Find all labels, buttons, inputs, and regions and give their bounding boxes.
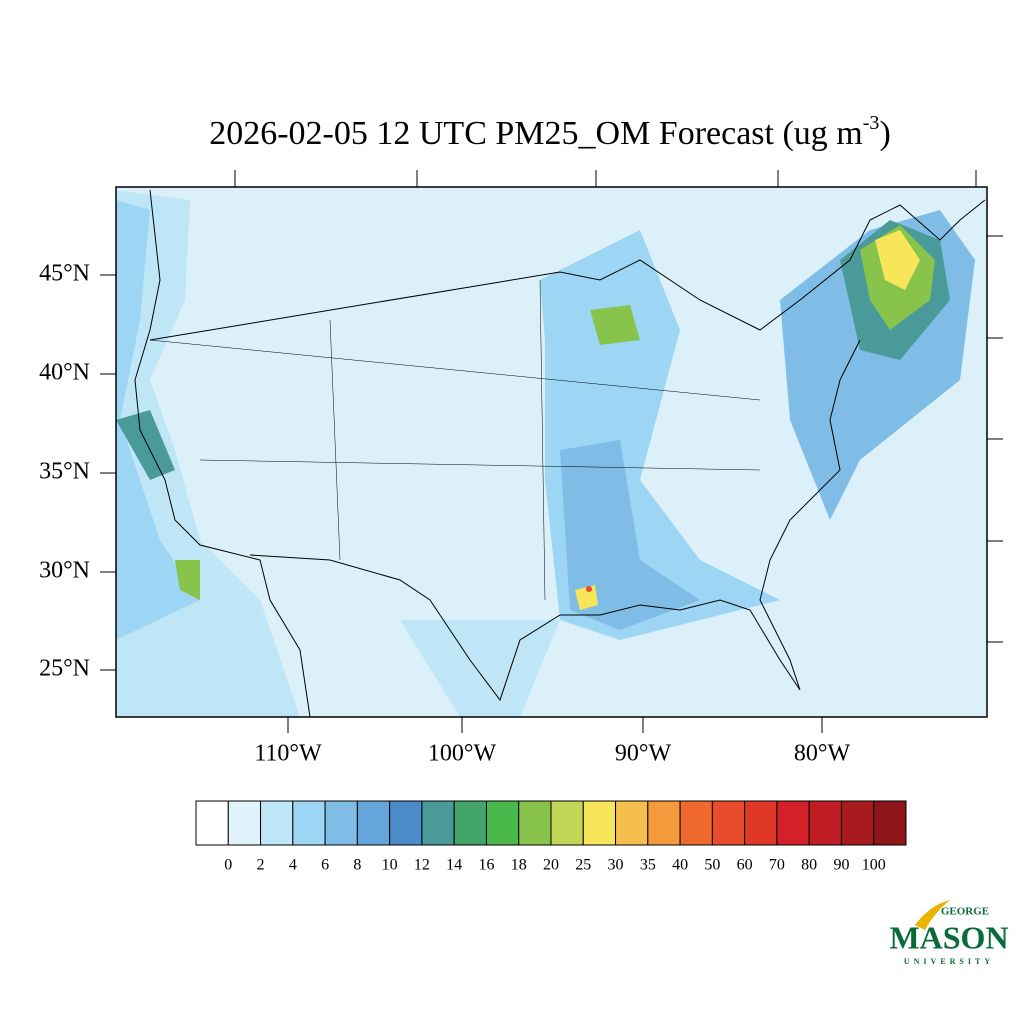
logo-top: GEORGE [941,906,989,918]
colorbar-label: 80 [801,857,817,874]
map [100,170,1003,733]
colorbar-box [260,800,294,846]
colorbar-box [292,800,326,846]
colorbar-label: 12 [414,857,430,874]
colorbar-box [356,800,391,846]
colorbar-box [421,800,455,846]
colorbar-box [873,800,907,846]
lat-label: 25°N [39,656,90,682]
lat-label: 35°N [39,459,90,485]
colorbar-label: 16 [478,857,494,874]
lat-label: 30°N [39,558,90,584]
colorbar-box [808,800,842,846]
colorbar-box [647,800,681,846]
colorbar-box [389,800,423,846]
colorbar-label: 60 [737,857,753,874]
colorbar-box [324,800,358,846]
lat-label: 45°N [39,261,90,287]
logo: GEORGE MASON UNIVERSITY [889,900,1009,966]
colorbar-label: 90 [833,857,849,874]
colorbar-label: 8 [353,857,361,874]
colorbar-label: 14 [446,857,462,874]
colorbar-label: 30 [608,857,624,874]
colorbar-label: 25 [575,857,591,874]
colorbar-label: 35 [640,857,656,874]
colorbar-label: 100 [862,857,886,874]
colorbar-box [195,800,229,846]
axis-labels: 45°N 40°N 35°N 30°N 25°N 110°W 100°W 90°W 80°W [39,261,850,767]
colorbar-label: 70 [769,857,785,874]
colorbar-label: 6 [321,857,329,874]
colorbar-box [840,800,875,846]
colorbar-box [679,800,713,846]
colorbar: 0 2 4 6 8 10 12 14 16 18 20 25 30 35 40 50 60 70 80 90 100 [195,800,907,874]
colorbar-box [776,800,810,846]
colorbar-box [550,800,584,846]
colorbar-label: 4 [289,857,297,874]
colorbar-label: 20 [543,857,559,874]
logo-name: MASON [889,919,1008,955]
colorbar-label: 40 [672,857,688,874]
colorbar-box [744,800,778,846]
colorbar-label: 18 [511,857,527,874]
lon-label: 80°W [794,741,851,767]
colorbar-box [615,800,649,846]
colorbar-box [518,800,552,846]
colorbar-label: 0 [224,857,232,874]
logo-bottom: UNIVERSITY [904,957,994,966]
title: 2026-02-05 12 UTC PM25_OM Forecast (ug m… [209,112,891,152]
colorbar-label: 50 [704,857,720,874]
colorbar-box [227,800,262,846]
lon-label: 100°W [428,741,497,767]
colorbar-box [711,800,746,846]
lon-label: 110°W [254,741,322,767]
colorbar-box [453,800,487,846]
colorbar-box [582,800,617,846]
lat-label: 40°N [39,360,90,386]
lon-label: 90°W [615,741,672,767]
colorbar-label: 2 [257,857,265,874]
colorbar-box [485,800,520,846]
colorbar-label: 10 [382,857,398,874]
